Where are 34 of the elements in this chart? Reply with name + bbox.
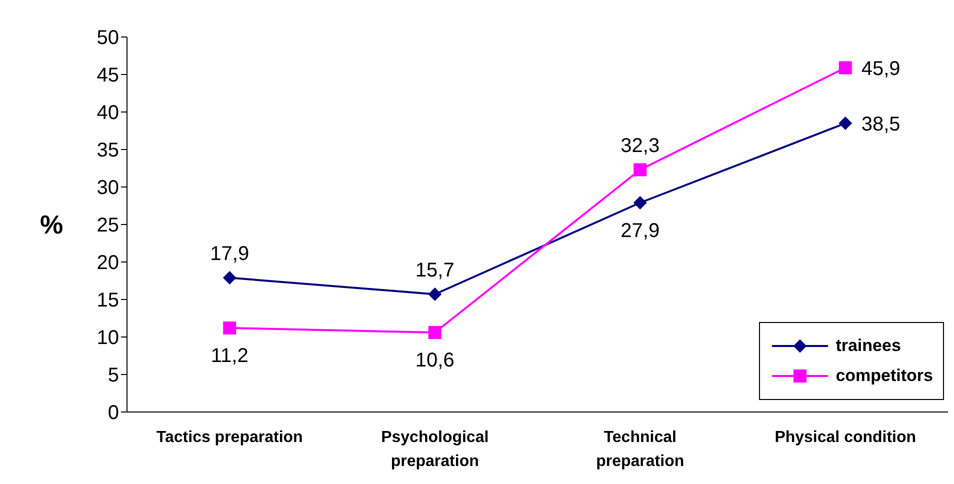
data-label: 15,7 (415, 259, 454, 282)
data-label: 17,9 (210, 242, 250, 265)
data-label: 10,6 (415, 350, 454, 372)
point (428, 288, 442, 301)
point (223, 322, 236, 334)
y-tick-label: 40 (96, 102, 119, 124)
y-tick-label: 0 (108, 402, 119, 424)
y-tick-label: 45 (96, 64, 119, 87)
y-tick-label: 30 (96, 177, 119, 200)
y-tick-label: 20 (96, 252, 119, 274)
data-label: 45,9 (861, 58, 900, 80)
y-tick-label: 5 (108, 364, 119, 387)
x-tick-label: Tactics preparation (156, 429, 303, 446)
point (223, 271, 236, 284)
point (634, 163, 647, 176)
y-tick-label: 10 (96, 327, 119, 350)
data-label: 27,9 (620, 220, 660, 242)
data-label: 11,2 (210, 345, 248, 367)
point (428, 326, 442, 339)
legend-label: competitors (836, 366, 933, 386)
data-label: 38,5 (861, 113, 900, 136)
x-tick-label: Psychological preparation (381, 429, 489, 470)
y-tick-label: 15 (96, 290, 119, 312)
data-label: 32,3 (620, 134, 660, 157)
point (634, 196, 647, 210)
legend-label: trainees (836, 336, 901, 356)
x-tick-label: Technical preparation (596, 429, 684, 470)
y-tick-label: 25 (96, 214, 119, 237)
x-tick-label: Physical condition (774, 429, 916, 446)
y-axis-title: % (40, 210, 64, 240)
point (838, 116, 852, 130)
y-tick-label: 35 (96, 140, 119, 162)
point (838, 61, 852, 74)
y-tick-label: 50 (96, 27, 119, 50)
